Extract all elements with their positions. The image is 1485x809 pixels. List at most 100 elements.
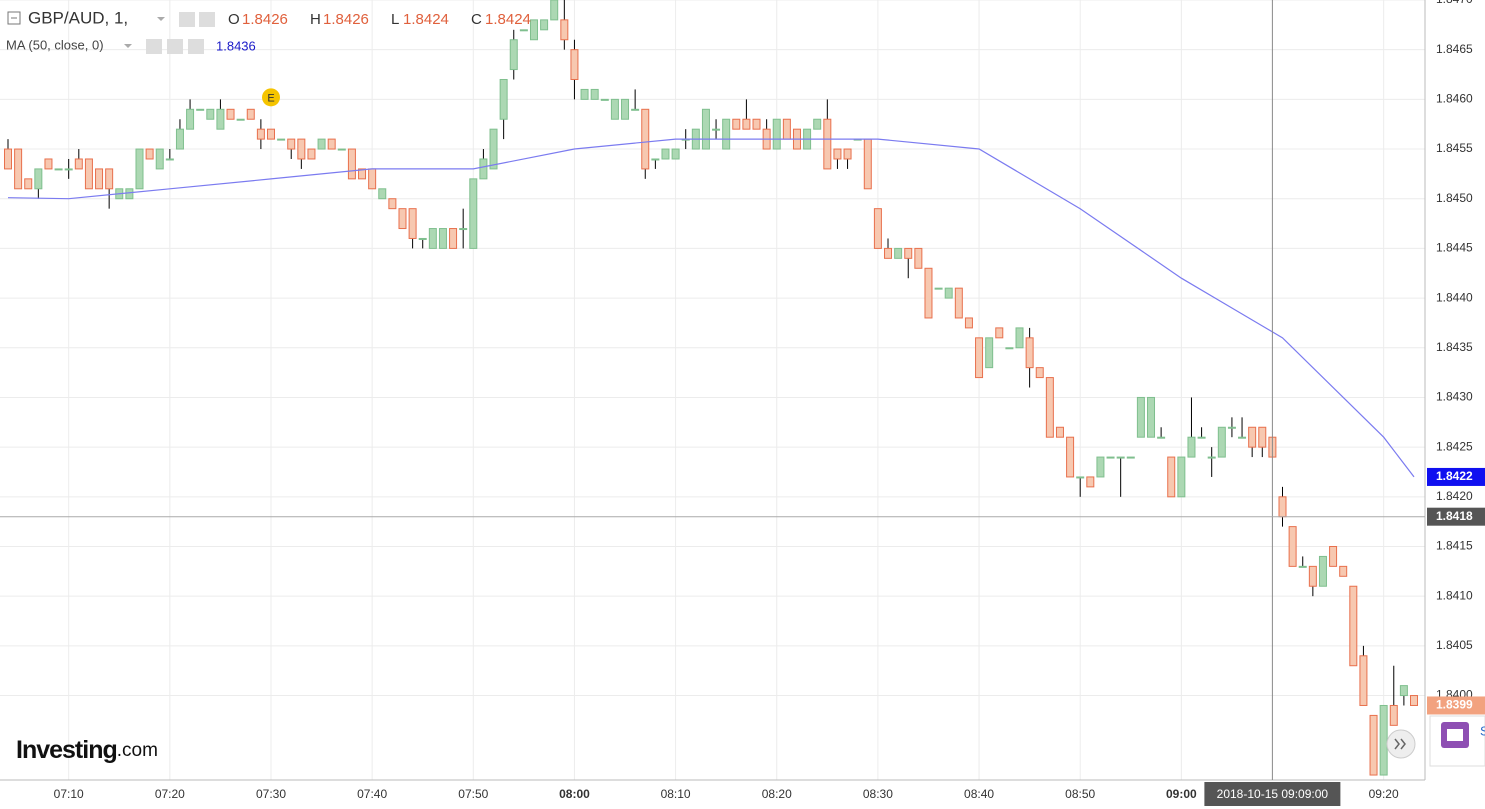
candle-body	[701, 108, 710, 150]
candle-body	[24, 178, 33, 190]
news-icon	[1447, 729, 1463, 741]
y-tick-label: 1.8460	[1436, 92, 1473, 106]
candle-body	[1005, 347, 1014, 350]
candle-body	[428, 228, 437, 249]
y-tick-label: 1.8415	[1436, 539, 1473, 553]
candle-body	[600, 98, 609, 101]
candle-body	[782, 118, 791, 140]
y-tick-label: 1.8455	[1436, 141, 1473, 155]
candle-body	[1207, 456, 1216, 459]
candle-body	[236, 118, 245, 121]
candle-body	[1410, 695, 1418, 706]
candle-body	[519, 29, 528, 32]
candle-body	[206, 108, 215, 120]
y-tick-label: 1.8440	[1436, 290, 1473, 304]
candle-body	[610, 98, 619, 120]
ma-dropdown[interactable]	[124, 44, 132, 48]
candle-body	[64, 168, 73, 171]
candle-body	[14, 148, 23, 190]
open-value: 1.8426	[242, 11, 288, 28]
candle-body	[266, 128, 275, 140]
candle-body	[641, 108, 650, 170]
crosshair-time: 2018-10-15 09:09:00	[1217, 787, 1329, 801]
candle-body	[378, 188, 387, 200]
candle-body	[216, 108, 225, 130]
candle-body	[509, 39, 518, 71]
candle-body	[479, 158, 488, 180]
candle-body	[995, 327, 1004, 339]
candle-body	[1379, 704, 1388, 776]
candle-body	[833, 148, 842, 160]
gear-icon[interactable]	[199, 12, 215, 27]
logo-suffix: .com	[117, 740, 158, 761]
candle-body	[1035, 367, 1044, 379]
ma-eye-icon[interactable]	[146, 39, 162, 54]
candle-body	[105, 168, 114, 190]
candle-body	[347, 148, 356, 180]
candle-body	[823, 118, 832, 170]
price-tag-label: 1.8399	[1436, 698, 1473, 712]
close-label: C	[471, 11, 482, 28]
ma-label: MA (50, close, 0)	[6, 37, 104, 52]
candle-body	[944, 287, 953, 299]
candle-body	[1136, 396, 1145, 438]
candle-body	[1298, 565, 1307, 568]
candle-body	[1217, 426, 1226, 458]
candle-body	[1096, 456, 1105, 478]
candle-body	[631, 108, 640, 111]
candle-body	[277, 138, 286, 141]
candle-body	[165, 158, 174, 161]
y-tick-label: 1.8405	[1436, 638, 1473, 652]
scroll-button[interactable]	[1386, 729, 1416, 759]
candle-body	[1197, 436, 1206, 439]
candle-body	[621, 98, 630, 120]
event-label: E	[267, 92, 274, 104]
candle-body	[1106, 456, 1115, 459]
dropdown[interactable]	[157, 17, 165, 21]
ma-remove-icon[interactable]	[188, 39, 204, 54]
candle-body	[1339, 565, 1348, 577]
price-tag-label: 1.8422	[1436, 469, 1473, 483]
collapse-icon[interactable]	[7, 11, 21, 25]
candle-body	[1288, 526, 1297, 567]
x-tick-label: 08:10	[661, 787, 691, 801]
y-tick-label: 1.8425	[1436, 439, 1473, 453]
candle-body	[772, 118, 781, 150]
candle-body	[145, 148, 154, 160]
y-tick-label: 1.8450	[1436, 191, 1473, 205]
candle-body	[843, 148, 852, 160]
x-tick-label: 08:00	[559, 787, 590, 801]
candle-body	[54, 168, 63, 171]
ma-value: 1.8436	[216, 38, 256, 53]
y-axis-panel	[1425, 0, 1485, 780]
candle-body	[317, 138, 326, 150]
x-tick-label: 08:40	[964, 787, 994, 801]
candle-body	[712, 128, 721, 131]
scroll-icon	[1394, 738, 1406, 750]
event-marker	[261, 88, 280, 107]
candle-body	[84, 158, 93, 190]
ma-gear-icon[interactable]	[167, 39, 183, 54]
crosshair-time-box	[1204, 782, 1341, 806]
eye-icon[interactable]	[179, 12, 195, 27]
candle-body	[408, 208, 417, 239]
candle-body	[1147, 396, 1156, 438]
candle-body	[418, 237, 427, 240]
logo-brand: Investing	[16, 736, 117, 764]
candle-body	[44, 158, 53, 170]
x-tick-label: 08:20	[762, 787, 792, 801]
candle-body	[1248, 426, 1257, 448]
candle-body	[590, 88, 599, 100]
candle-body	[1055, 426, 1064, 438]
candle-body	[570, 49, 579, 80]
crosshair-price: 1.8418	[1436, 509, 1473, 523]
candle-body	[1157, 436, 1166, 439]
plot-area: E	[4, 0, 1418, 776]
candle-body	[256, 128, 265, 140]
candle-body	[34, 168, 43, 190]
x-tick-label: 09:20	[1369, 787, 1399, 801]
candle-body	[732, 118, 741, 130]
candle-body	[975, 337, 984, 379]
